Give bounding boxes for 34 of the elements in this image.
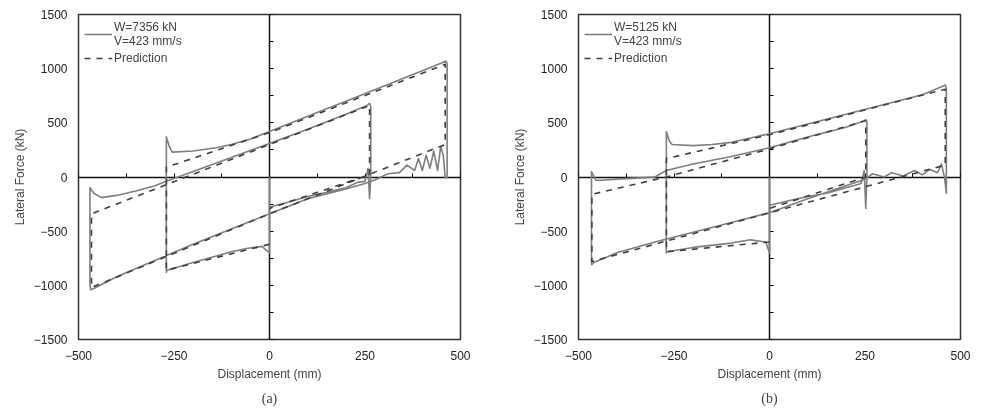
- y-axis-title: Lateral Force (kN): [12, 128, 27, 226]
- y-tick-label: 500: [47, 116, 68, 131]
- x-tick-label: 0: [766, 348, 774, 363]
- y-axis-title: Lateral Force (kN): [512, 128, 527, 226]
- y-tick-label: −1500: [33, 333, 68, 347]
- text: (a): [261, 390, 278, 407]
- y-tick-label: 1000: [40, 62, 68, 77]
- x-tick-label: −500: [564, 348, 593, 363]
- y-tick-label: 1500: [40, 8, 68, 22]
- y-tick-label: 0: [560, 170, 568, 185]
- y-tick-label: 1000: [540, 62, 568, 77]
- x-tick-label: 250: [354, 348, 376, 363]
- x-tick-label: −500: [64, 348, 93, 363]
- y-tick-label: 0: [60, 170, 68, 185]
- x-tick-label: −250: [160, 348, 188, 363]
- legend-label: Prediction: [614, 51, 668, 65]
- y-tick-label: −1000: [533, 278, 568, 293]
- x-axis-title: Displacement (mm): [217, 366, 322, 381]
- y-tick-label: −1500: [533, 333, 568, 347]
- y-tick-label: 1500: [540, 8, 568, 22]
- y-tick-label: −1000: [33, 278, 68, 293]
- y-tick-label: −500: [40, 224, 68, 239]
- y-tick-label: 500: [547, 116, 568, 131]
- x-tick-label: 0: [266, 348, 274, 363]
- legend-label: W=7356 kN V=423 mm/s: [114, 20, 182, 48]
- legend-label: W=5125 kN V=423 mm/s: [614, 20, 682, 48]
- x-tick-label: 500: [450, 348, 471, 363]
- x-tick-label: 250: [854, 348, 876, 363]
- x-tick-label: −250: [660, 348, 688, 363]
- x-axis-title: Displacement (mm): [717, 366, 822, 381]
- legend-label: Prediction: [114, 51, 168, 65]
- text: (b): [761, 390, 778, 407]
- x-tick-label: 500: [950, 348, 971, 363]
- y-tick-label: −500: [540, 224, 568, 239]
